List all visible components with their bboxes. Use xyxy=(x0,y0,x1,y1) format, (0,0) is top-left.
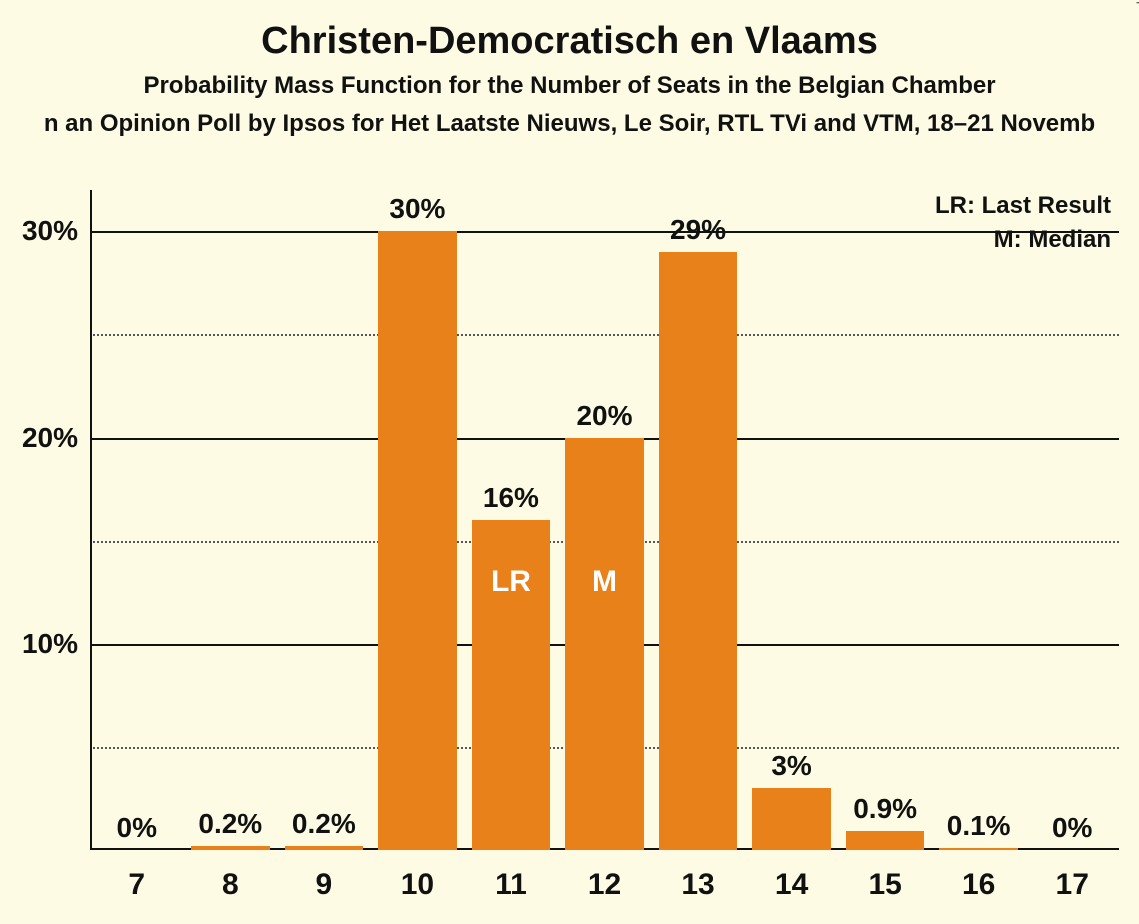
bar-value-label: 29% xyxy=(670,214,726,246)
bar: 0.9% xyxy=(846,831,925,850)
x-axis-label: 8 xyxy=(222,868,239,902)
y-axis xyxy=(90,190,92,850)
chart-subtitle-1: Probability Mass Function for the Number… xyxy=(0,72,1139,100)
bar-value-label: 20% xyxy=(576,400,632,432)
bar-inner-label: LR xyxy=(491,565,531,599)
grid-minor xyxy=(90,334,1119,336)
chart-plot-area: 10%20%30%0%70.2%80.2%930%1016%LR1120%M12… xyxy=(90,190,1119,850)
x-axis-label: 14 xyxy=(775,868,808,902)
bar-inner-label: M xyxy=(592,565,617,599)
bar: 0.2% xyxy=(191,846,270,850)
bar-value-label: 0.2% xyxy=(292,808,356,840)
bar-value-label: 0.2% xyxy=(198,808,262,840)
bar-value-label: 0.1% xyxy=(947,810,1011,842)
x-axis-label: 11 xyxy=(495,868,527,902)
x-axis-label: 13 xyxy=(681,868,714,902)
legend: LR: Last Result M: Median xyxy=(935,192,1111,260)
x-axis-label: 16 xyxy=(962,868,995,902)
x-axis-label: 15 xyxy=(868,868,901,902)
legend-item: LR: Last Result xyxy=(935,192,1111,220)
bar: 0.2% xyxy=(285,846,364,850)
bar-value-label: 0% xyxy=(1052,812,1092,844)
chart-title: Christen-Democratisch en Vlaams xyxy=(0,20,1139,63)
bar: 0.1% xyxy=(939,848,1018,850)
x-axis-label: 17 xyxy=(1056,868,1089,902)
y-axis-label: 30% xyxy=(22,215,78,247)
legend-item: M: Median xyxy=(935,226,1111,254)
x-axis-label: 12 xyxy=(588,868,621,902)
bar-value-label: 0% xyxy=(117,812,157,844)
chart-subtitle-2: n an Opinion Poll by Ipsos for Het Laats… xyxy=(0,110,1139,138)
y-axis-label: 20% xyxy=(22,422,78,454)
bar-value-label: 16% xyxy=(483,482,539,514)
y-axis-label: 10% xyxy=(22,628,78,660)
bar: 29% xyxy=(659,252,738,850)
bar-value-label: 3% xyxy=(771,750,811,782)
bar-value-label: 0.9% xyxy=(853,793,917,825)
bar: 3% xyxy=(752,788,831,850)
copyright-text: © 2025 Filip van Laenen xyxy=(1133,0,1139,4)
bar: 30% xyxy=(378,231,457,850)
x-axis-label: 9 xyxy=(316,868,333,902)
bar: 16%LR xyxy=(472,520,551,850)
x-axis-label: 7 xyxy=(128,868,145,902)
x-axis-label: 10 xyxy=(401,868,434,902)
bar: 20%M xyxy=(565,438,644,851)
bar-value-label: 30% xyxy=(389,193,445,225)
